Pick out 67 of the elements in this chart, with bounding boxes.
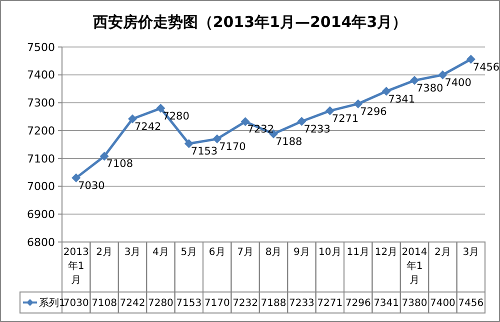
data-label: 7188 <box>260 298 286 309</box>
data-label: 7280 <box>148 298 174 309</box>
text: 7188 <box>276 136 302 148</box>
point <box>410 76 419 85</box>
text: 7108 <box>106 158 134 170</box>
data-label: 7232 <box>232 298 258 309</box>
x-tick-label: 10月 <box>318 247 342 258</box>
y-tick-label: 7000 <box>27 180 55 194</box>
x-tick-label: 8月 <box>265 247 282 258</box>
point <box>184 139 194 148</box>
x-tick-label: 2014年1月 <box>402 247 428 286</box>
text: 7456 <box>472 61 500 74</box>
data-label: 7242 <box>120 298 146 309</box>
data-label: 7108 <box>92 298 118 309</box>
text: 7271 <box>332 112 359 125</box>
x-tick-label: 7月 <box>237 247 254 258</box>
x-tick-label: 3月 <box>124 247 141 258</box>
y-tick-label: 7400 <box>27 68 55 82</box>
text: 7153 <box>190 146 218 158</box>
point <box>156 104 166 113</box>
text: 7380 <box>416 82 444 94</box>
data-label: 7233 <box>288 298 314 309</box>
legend-label: 系列1 <box>39 297 66 309</box>
point <box>240 117 250 126</box>
x-tick-label: 12月 <box>374 247 398 258</box>
text: 7296 <box>360 106 387 118</box>
x-tick-label: 6月 <box>208 247 226 258</box>
x-tick-label: 2013年1月 <box>63 247 89 286</box>
data-label: 7030 <box>63 298 89 309</box>
text: 7242 <box>134 120 162 133</box>
text: 7233 <box>304 123 330 136</box>
text: 7170 <box>219 140 246 153</box>
x-tick-label: 9月 <box>294 247 310 258</box>
data-label: 7380 <box>402 298 428 309</box>
point <box>382 86 391 96</box>
point <box>354 99 363 108</box>
y-tick-label: 7100 <box>27 152 55 166</box>
point <box>297 116 306 126</box>
x-tick-label: 11月 <box>346 247 370 258</box>
point <box>325 106 334 116</box>
data-label: 7456 <box>458 298 484 309</box>
data-label: 7170 <box>204 298 230 309</box>
y-tick-label: 7200 <box>27 124 55 138</box>
y-tick-label: 6800 <box>27 236 55 249</box>
point <box>128 114 137 124</box>
y-tick-label: 7300 <box>27 96 55 110</box>
point <box>212 134 222 144</box>
x-tick-label: 4月 <box>152 247 169 258</box>
x-tick-label: 2月 <box>96 247 112 258</box>
data-label: 7153 <box>176 298 202 309</box>
data-label: 7400 <box>430 298 456 309</box>
x-tick-label: 5月 <box>180 247 198 258</box>
chart-title: 西安房价走势图（2013年1月—2014年3月） <box>92 13 408 31</box>
point <box>72 173 81 182</box>
data-label: 7341 <box>374 298 400 309</box>
data-label: 7271 <box>317 298 343 309</box>
data-label: 7296 <box>345 298 371 309</box>
text: 7341 <box>388 93 416 106</box>
text: 7030 <box>78 180 105 192</box>
y-tick-label: 7500 <box>27 40 55 54</box>
text: 7400 <box>444 76 472 89</box>
x-tick-label: 3月 <box>462 247 480 258</box>
y-tick-label: 6900 <box>27 208 55 221</box>
point <box>466 54 476 64</box>
point <box>100 152 109 161</box>
point <box>438 70 448 80</box>
x-tick-label: 2月 <box>434 247 451 258</box>
